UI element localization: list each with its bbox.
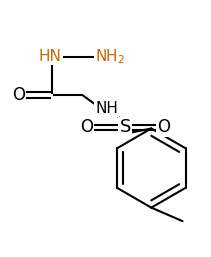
Text: NH$_2$: NH$_2$ bbox=[95, 47, 125, 66]
Text: O: O bbox=[157, 118, 170, 136]
Text: S: S bbox=[120, 118, 131, 136]
Text: O: O bbox=[80, 118, 93, 136]
Text: HN: HN bbox=[39, 49, 62, 64]
Text: NH: NH bbox=[95, 101, 118, 116]
Text: O: O bbox=[13, 86, 26, 104]
